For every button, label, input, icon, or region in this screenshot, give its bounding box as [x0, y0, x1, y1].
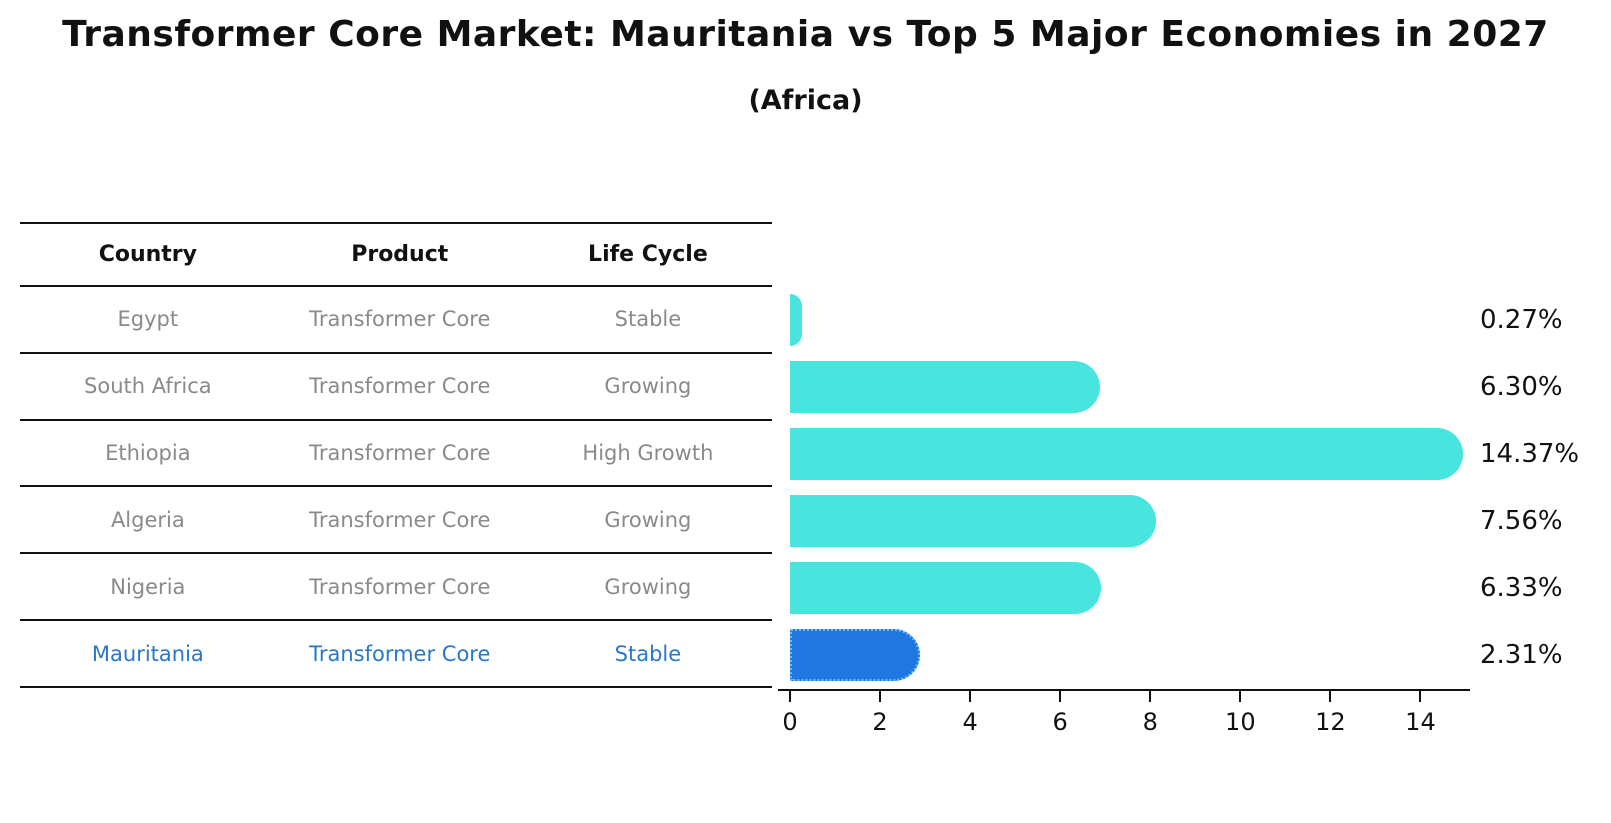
x-axis-tick-label: 4	[962, 708, 978, 736]
x-axis-tick-mark	[1149, 691, 1152, 702]
bar-nigeria	[790, 561, 1102, 614]
bar-value-label: 0.27%	[1480, 305, 1563, 336]
column-header-lifecycle: Life Cycle	[588, 242, 708, 267]
x-axis-tick-label: 14	[1405, 708, 1436, 736]
bar-value-label: 14.37%	[1480, 439, 1580, 470]
cell-lifecycle: High Growth	[582, 441, 714, 466]
bar-value-label: 2.31%	[1480, 639, 1563, 670]
cell-country: Ethiopia	[105, 441, 191, 466]
cell-country: Algeria	[110, 507, 185, 532]
cell-product: Transformer Core	[309, 307, 491, 332]
x-axis-tick-label: 0	[782, 708, 798, 736]
column-header-country: Country	[98, 242, 197, 267]
chart-title: Transformer Core Market: Mauritania vs T…	[62, 14, 1549, 55]
x-axis-tick-label: 6	[1052, 708, 1068, 736]
x-axis-tick-mark	[969, 691, 972, 702]
table-row-mauritania: Mauritania Transformer Core Stable	[20, 621, 772, 688]
bar-south-africa	[790, 361, 1100, 414]
x-axis-tick-mark	[1059, 691, 1062, 702]
bar-value-label: 7.56%	[1480, 505, 1563, 536]
table-row-nigeria: Nigeria Transformer Core Growing	[20, 554, 772, 622]
table-row-egypt: Egypt Transformer Core Stable	[20, 287, 772, 354]
x-axis-tick-mark	[1419, 691, 1422, 702]
cell-product: Transformer Core	[309, 574, 491, 599]
x-axis-tick-label: 8	[1142, 708, 1158, 736]
bar-algeria	[790, 494, 1157, 547]
table-row-south-africa: South Africa Transformer Core Growing	[20, 354, 772, 421]
bar-mauritania	[790, 628, 921, 681]
cell-lifecycle: Stable	[614, 307, 682, 332]
table-header-row: Country Product Life Cycle	[20, 222, 772, 287]
cell-product: Transformer Core	[309, 641, 491, 666]
x-axis-tick-label: 12	[1315, 708, 1346, 736]
x-axis-line	[778, 689, 1470, 691]
cell-country: Mauritania	[91, 641, 204, 666]
country-table: Country Product Life Cycle Egypt Transfor…	[20, 222, 772, 688]
x-axis-tick-mark	[879, 691, 882, 702]
bar-value-label: 6.33%	[1480, 572, 1563, 603]
table-row-ethiopia: Ethiopia Transformer Core High Growth	[20, 421, 772, 488]
x-axis-tick-mark	[1329, 691, 1332, 702]
table-row-algeria: Algeria Transformer Core Growing	[20, 487, 772, 555]
table-body: Egypt Transformer Core Stable South Africa T…	[20, 287, 772, 688]
bar-ethiopia	[790, 428, 1464, 481]
x-axis-tick-mark	[789, 691, 791, 702]
cell-lifecycle: Growing	[604, 574, 692, 599]
cell-product: Transformer Core	[309, 374, 491, 399]
cell-country: Egypt	[117, 307, 179, 332]
cell-country: Nigeria	[110, 574, 186, 599]
x-axis-tick-label: 10	[1225, 708, 1256, 736]
cell-product: Transformer Core	[309, 441, 491, 466]
cell-lifecycle: Growing	[604, 507, 692, 532]
cell-country: South Africa	[84, 374, 212, 399]
chart-subtitle: (Africa)	[748, 85, 863, 116]
x-axis-tick-mark	[1239, 691, 1242, 702]
cell-product: Transformer Core	[309, 507, 491, 532]
column-header-product: Product	[351, 242, 449, 267]
bar-value-label: 6.30%	[1480, 372, 1563, 403]
x-axis-tick-label: 2	[872, 708, 888, 736]
cell-lifecycle: Growing	[604, 374, 692, 399]
bar-egypt	[790, 294, 803, 347]
cell-lifecycle: Stable	[614, 641, 682, 666]
